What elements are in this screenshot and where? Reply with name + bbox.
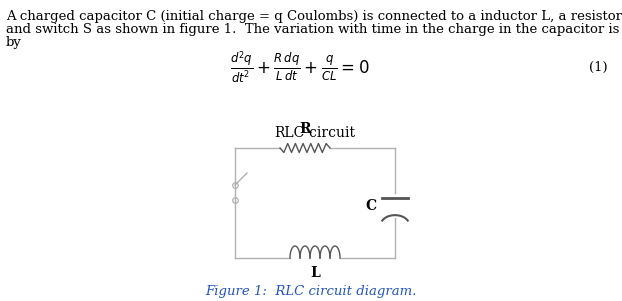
Text: $\frac{d^2q}{dt^2} + \frac{R\,dq}{L\,dt} + \frac{q}{CL} = 0$: $\frac{d^2q}{dt^2} + \frac{R\,dq}{L\,dt}…: [230, 49, 369, 85]
Text: RLC-circuit: RLC-circuit: [274, 126, 356, 140]
Text: C: C: [365, 198, 376, 213]
Text: A charged capacitor C (initial charge = q Coulombs) is connected to a inductor L: A charged capacitor C (initial charge = …: [6, 10, 622, 23]
Text: (1): (1): [590, 61, 608, 73]
Text: L: L: [310, 266, 320, 280]
Text: R: R: [299, 122, 311, 136]
Text: Figure 1:  RLC circuit diagram.: Figure 1: RLC circuit diagram.: [205, 285, 417, 298]
Text: by: by: [6, 36, 22, 49]
Text: and switch S as shown in figure 1.  The variation with time in the charge in the: and switch S as shown in figure 1. The v…: [6, 23, 622, 36]
